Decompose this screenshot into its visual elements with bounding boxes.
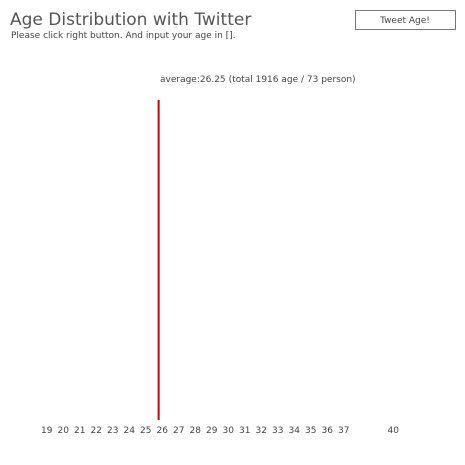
age-label: 28 bbox=[190, 426, 202, 436]
age-label: 33 bbox=[272, 426, 283, 436]
average-value: 26.25 bbox=[200, 75, 226, 85]
age-label: 22 bbox=[91, 426, 102, 436]
age-label: 21 bbox=[74, 426, 85, 436]
button-frame[interactable] bbox=[355, 10, 456, 30]
age-label: 20 bbox=[58, 426, 70, 436]
age-label: 34 bbox=[289, 426, 301, 436]
button-label[interactable]: Tweet Age! bbox=[379, 16, 430, 26]
age-label: 40 bbox=[388, 426, 400, 436]
age-label: 24 bbox=[124, 426, 136, 436]
age-label: 25 bbox=[140, 426, 151, 436]
age-label: 36 bbox=[322, 426, 334, 436]
average-prefix: average: bbox=[160, 75, 200, 85]
age-label: 27 bbox=[173, 426, 184, 436]
average-detail: (total 1916 age / 73 person) bbox=[229, 75, 356, 85]
age-label: 26 bbox=[157, 426, 169, 436]
age-label: 30 bbox=[223, 426, 235, 436]
average-text: average:26.25 (total 1916 age / 73 person… bbox=[160, 75, 356, 85]
age-label: 23 bbox=[107, 426, 118, 436]
age-label: 37 bbox=[338, 426, 349, 436]
subtitle: Please click right button. And input you… bbox=[11, 31, 236, 41]
age-label: 29 bbox=[206, 426, 218, 436]
age-label: 35 bbox=[305, 426, 316, 436]
age-label: 32 bbox=[256, 426, 267, 436]
tweet-button[interactable]: Tweet Age! bbox=[355, 10, 456, 30]
title: Age Distribution with Twitter bbox=[10, 10, 251, 30]
age-label: 31 bbox=[239, 426, 250, 436]
age-label: 19 bbox=[41, 426, 53, 436]
